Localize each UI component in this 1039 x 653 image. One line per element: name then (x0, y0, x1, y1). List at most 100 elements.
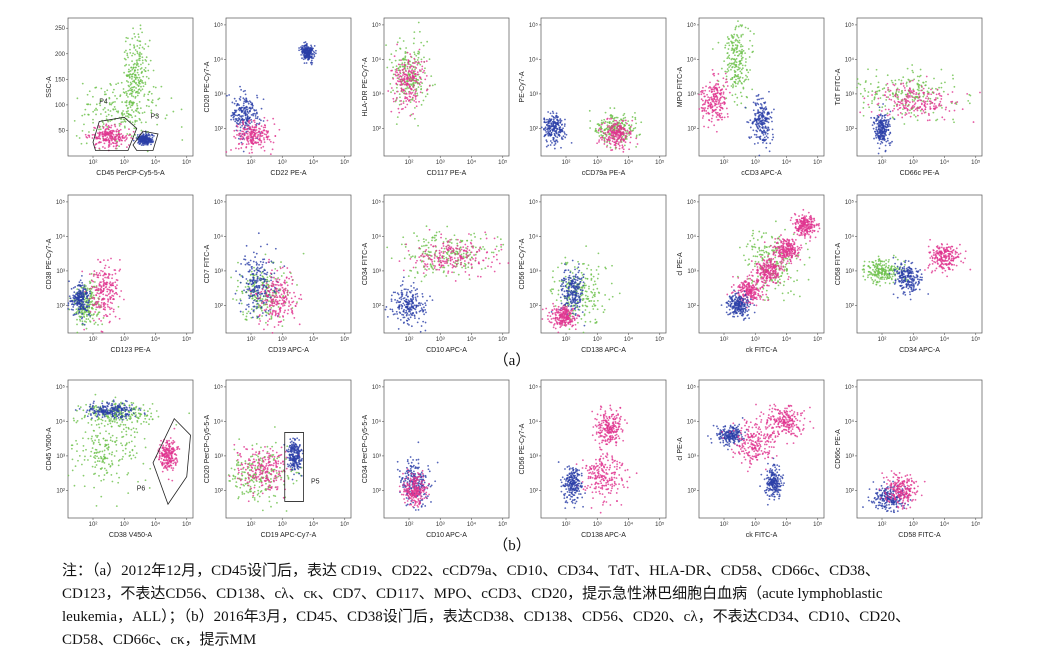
event-dot (722, 77, 725, 80)
event-dot (300, 53, 303, 56)
event-dot (147, 142, 150, 145)
event-dot (715, 95, 718, 97)
event-dot (145, 75, 148, 78)
event-dot (240, 88, 243, 91)
event-dot (128, 93, 131, 96)
event-dot (108, 286, 111, 289)
event-dot (406, 65, 409, 68)
event-dot (155, 114, 158, 117)
event-dot (714, 93, 717, 96)
event-dot (878, 134, 880, 137)
event-dot (233, 135, 236, 138)
event-dot (731, 44, 734, 47)
event-dot (733, 63, 735, 66)
event-dot (104, 129, 107, 131)
event-dot (274, 267, 277, 270)
event-dot (886, 74, 889, 77)
event-dot (607, 131, 610, 133)
event-dot (875, 75, 878, 78)
event-dot (147, 63, 150, 66)
event-dot (102, 287, 105, 290)
event-dot (953, 85, 956, 88)
event-dot (89, 103, 92, 106)
event-dot (721, 116, 724, 119)
event-dot (253, 266, 255, 269)
event-dot (89, 301, 92, 303)
event-dot (241, 138, 244, 140)
event-dot (884, 108, 887, 111)
event-dot (622, 150, 625, 153)
event-dot (115, 110, 118, 113)
event-dot (725, 78, 728, 81)
event-dot (282, 295, 285, 297)
event-dot (764, 131, 767, 134)
event-dot (131, 54, 133, 57)
event-dot (107, 299, 110, 302)
event-dot (95, 301, 98, 303)
event-dot (399, 65, 401, 68)
event-dot (906, 99, 909, 102)
event-dot (556, 116, 558, 119)
event-dot (766, 132, 769, 135)
event-dot (100, 306, 103, 308)
event-dot (147, 69, 150, 72)
event-dot (406, 78, 409, 81)
event-dot (881, 88, 884, 90)
event-dot (709, 87, 712, 89)
event-dot (281, 325, 284, 327)
event-dot (93, 133, 96, 136)
event-dot (242, 311, 244, 313)
event-dot (951, 74, 954, 77)
event-dot (125, 99, 128, 102)
event-dot (242, 104, 245, 107)
event-dot (97, 297, 100, 300)
event-dot (408, 79, 411, 82)
event-dot (247, 143, 250, 145)
event-dot (934, 107, 936, 110)
event-dot (400, 100, 403, 102)
event-dot (243, 112, 246, 115)
event-dot (712, 86, 715, 89)
event-dot (624, 116, 627, 119)
event-dot (547, 127, 550, 130)
event-dot (917, 93, 920, 96)
event-dot (102, 278, 104, 280)
event-dot (251, 297, 254, 300)
event-dot (78, 137, 81, 139)
event-dot (548, 119, 550, 121)
event-dot (111, 130, 114, 133)
event-dot (611, 125, 614, 128)
event-dot (910, 111, 913, 114)
event-dot (872, 127, 875, 130)
event-dot (620, 136, 623, 139)
event-dot (95, 286, 98, 289)
event-dot (616, 125, 619, 128)
event-dot (108, 102, 111, 104)
event-dot (755, 133, 758, 136)
event-dot (543, 121, 546, 124)
event-dot (712, 94, 715, 97)
event-dot (757, 110, 760, 113)
event-dot (136, 52, 139, 55)
x-tick-label: 10³ (436, 160, 445, 166)
event-dot (102, 290, 105, 293)
event-dot (245, 106, 247, 109)
event-dot (610, 130, 613, 133)
event-dot (622, 117, 625, 120)
event-dot (915, 92, 918, 94)
event-dot (874, 93, 877, 96)
event-dot (548, 133, 550, 135)
event-dot (554, 122, 557, 124)
event-dot (398, 80, 400, 83)
event-dot (104, 132, 107, 135)
event-dot (415, 61, 418, 63)
event-dot (265, 133, 268, 136)
event-dot (729, 78, 732, 81)
event-dot (84, 108, 87, 111)
event-dot (624, 119, 627, 122)
y-tick-label: 10³ (529, 92, 538, 98)
event-dot (726, 36, 729, 38)
y-axis-label: MPO FITC-A (677, 66, 684, 107)
x-tick-label: 10⁴ (151, 336, 161, 343)
